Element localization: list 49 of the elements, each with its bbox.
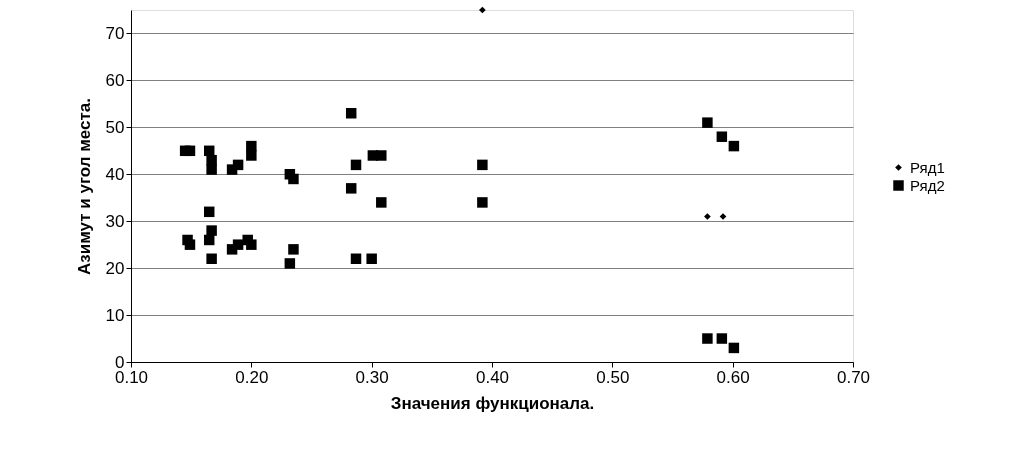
legend-label: Ряд1 — [910, 158, 945, 176]
point — [288, 173, 299, 185]
x-tick-label: 0.30 — [355, 367, 389, 387]
x-axis-title: Значения функционала. — [390, 393, 595, 413]
point — [716, 131, 728, 142]
point — [206, 164, 217, 175]
point — [246, 239, 257, 250]
y-tick-label: 30 — [105, 211, 125, 231]
point — [206, 154, 217, 166]
point — [477, 159, 488, 171]
y-tick-label: 10 — [105, 305, 125, 325]
point — [345, 183, 357, 194]
y-tick-label: 50 — [105, 117, 125, 137]
point — [728, 342, 740, 354]
legend-label: Ряд2 — [910, 176, 945, 194]
point — [477, 197, 488, 208]
point — [206, 225, 217, 236]
y-axis-title: Азимут и угол места. — [74, 98, 94, 275]
point — [184, 145, 196, 157]
x-tick-label: 0.70 — [836, 367, 871, 387]
x-tick-label: 0.40 — [475, 367, 510, 387]
point — [232, 159, 244, 171]
point — [206, 253, 217, 264]
point — [203, 206, 215, 218]
point — [702, 117, 713, 128]
x-tick-label: 0.20 — [235, 367, 269, 387]
point — [728, 140, 740, 152]
point — [246, 150, 257, 161]
point — [284, 258, 296, 269]
point — [376, 150, 387, 161]
x-tick-label: 0.60 — [716, 367, 750, 387]
point — [203, 234, 215, 246]
point — [345, 108, 357, 119]
point — [232, 239, 244, 250]
point — [376, 197, 387, 208]
point — [366, 253, 377, 264]
y-tick-label: 20 — [105, 258, 125, 278]
point — [184, 239, 196, 250]
point — [288, 244, 299, 255]
point — [716, 333, 728, 344]
x-tick-label: 0.50 — [596, 367, 630, 387]
point — [246, 140, 257, 152]
point — [350, 159, 362, 171]
point — [702, 333, 713, 344]
y-tick-label: 40 — [105, 164, 125, 184]
point — [350, 253, 362, 264]
y-tick-label: 60 — [105, 70, 125, 90]
point — [704, 213, 711, 220]
y-tick-label: 70 — [105, 23, 125, 43]
